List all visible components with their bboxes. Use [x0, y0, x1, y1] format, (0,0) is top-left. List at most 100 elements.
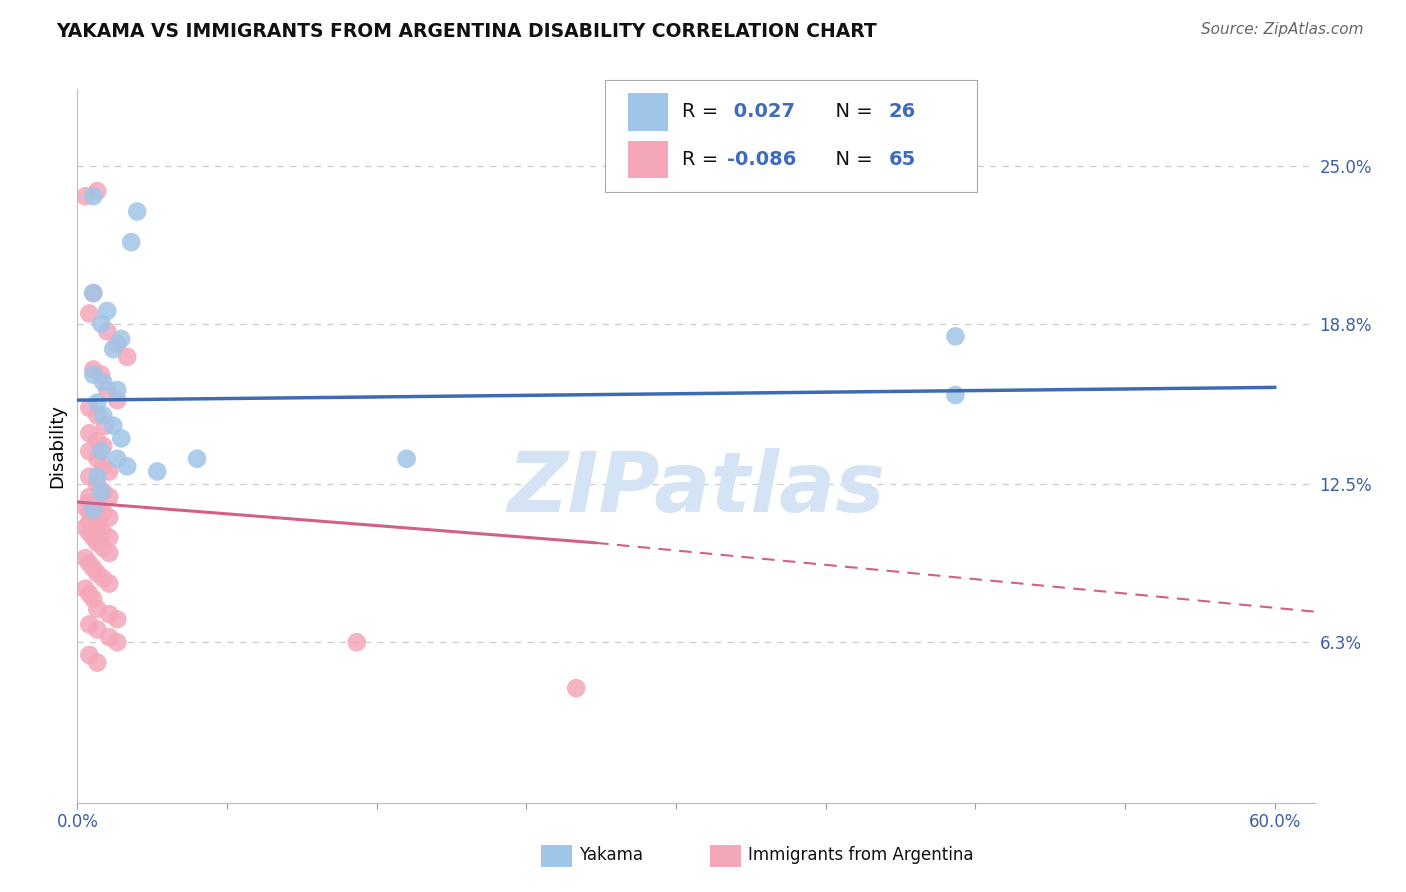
Text: Yakama: Yakama — [579, 847, 644, 864]
Point — [79, 525, 101, 540]
Point — [86, 520, 108, 534]
Point — [105, 612, 128, 626]
Point — [91, 505, 114, 519]
Point — [98, 465, 121, 479]
Point — [86, 434, 108, 448]
Point — [110, 332, 132, 346]
Text: R =: R = — [682, 103, 724, 121]
Point — [94, 418, 117, 433]
Text: N =: N = — [823, 103, 879, 121]
Point — [91, 459, 114, 474]
Point — [82, 362, 104, 376]
Point — [86, 395, 108, 409]
Text: -0.086: -0.086 — [727, 150, 796, 169]
Text: Immigrants from Argentina: Immigrants from Argentina — [748, 847, 973, 864]
Text: Source: ZipAtlas.com: Source: ZipAtlas.com — [1201, 22, 1364, 37]
Point — [82, 368, 104, 382]
Point — [96, 383, 118, 397]
Point — [98, 490, 121, 504]
Point — [86, 516, 108, 530]
Point — [98, 630, 121, 644]
Point — [82, 502, 104, 516]
Point — [110, 431, 132, 445]
Point — [79, 469, 101, 483]
Point — [86, 656, 108, 670]
Point — [105, 383, 128, 397]
Point — [91, 439, 114, 453]
Point — [86, 536, 108, 550]
Point — [79, 516, 101, 530]
Point — [86, 477, 108, 491]
Point — [79, 490, 101, 504]
Point — [945, 388, 967, 402]
Point — [115, 350, 138, 364]
Point — [79, 495, 101, 509]
Point — [91, 541, 114, 555]
Point — [75, 520, 97, 534]
Point — [105, 451, 128, 466]
Point — [103, 418, 125, 433]
Point — [98, 546, 121, 560]
Point — [86, 184, 108, 198]
Point — [98, 510, 121, 524]
Point — [86, 602, 108, 616]
Point — [86, 409, 108, 423]
Point — [96, 324, 118, 338]
Point — [98, 531, 121, 545]
Point — [105, 337, 128, 351]
Text: 26: 26 — [889, 103, 915, 121]
Point — [98, 576, 121, 591]
Point — [86, 451, 108, 466]
Point — [127, 204, 149, 219]
Point — [86, 623, 108, 637]
Point — [91, 572, 114, 586]
Point — [96, 304, 118, 318]
Point — [91, 484, 114, 499]
Point — [82, 531, 104, 545]
Point — [86, 566, 108, 581]
Point — [82, 510, 104, 524]
Point — [75, 189, 97, 203]
Point — [75, 500, 97, 515]
Text: 65: 65 — [889, 150, 915, 169]
Point — [86, 500, 108, 515]
Point — [86, 469, 108, 483]
Point — [82, 561, 104, 575]
Point — [79, 648, 101, 662]
Point — [91, 376, 114, 390]
Point — [565, 681, 588, 695]
Point — [346, 635, 368, 649]
Point — [146, 465, 169, 479]
Point — [79, 587, 101, 601]
Point — [79, 401, 101, 415]
Point — [90, 444, 112, 458]
Point — [103, 342, 125, 356]
Text: ZIPatlas: ZIPatlas — [508, 449, 884, 529]
Point — [79, 556, 101, 570]
Point — [75, 551, 97, 566]
Text: YAKAMA VS IMMIGRANTS FROM ARGENTINA DISABILITY CORRELATION CHART: YAKAMA VS IMMIGRANTS FROM ARGENTINA DISA… — [56, 22, 877, 41]
Point — [79, 444, 101, 458]
Point — [105, 635, 128, 649]
Point — [90, 484, 112, 499]
Point — [82, 495, 104, 509]
Point — [395, 451, 418, 466]
Point — [90, 317, 112, 331]
Point — [82, 189, 104, 203]
Text: R =: R = — [682, 150, 724, 169]
Point — [120, 235, 142, 249]
Point — [82, 286, 104, 301]
Text: 0.027: 0.027 — [727, 103, 794, 121]
Point — [98, 607, 121, 622]
Text: N =: N = — [823, 150, 879, 169]
Point — [82, 591, 104, 606]
Y-axis label: Disability: Disability — [48, 404, 66, 488]
Point — [186, 451, 208, 466]
Point — [79, 426, 101, 441]
Point — [115, 459, 138, 474]
Point — [79, 306, 101, 320]
Point — [91, 525, 114, 540]
Point — [75, 582, 97, 596]
Point — [82, 286, 104, 301]
Point — [79, 617, 101, 632]
